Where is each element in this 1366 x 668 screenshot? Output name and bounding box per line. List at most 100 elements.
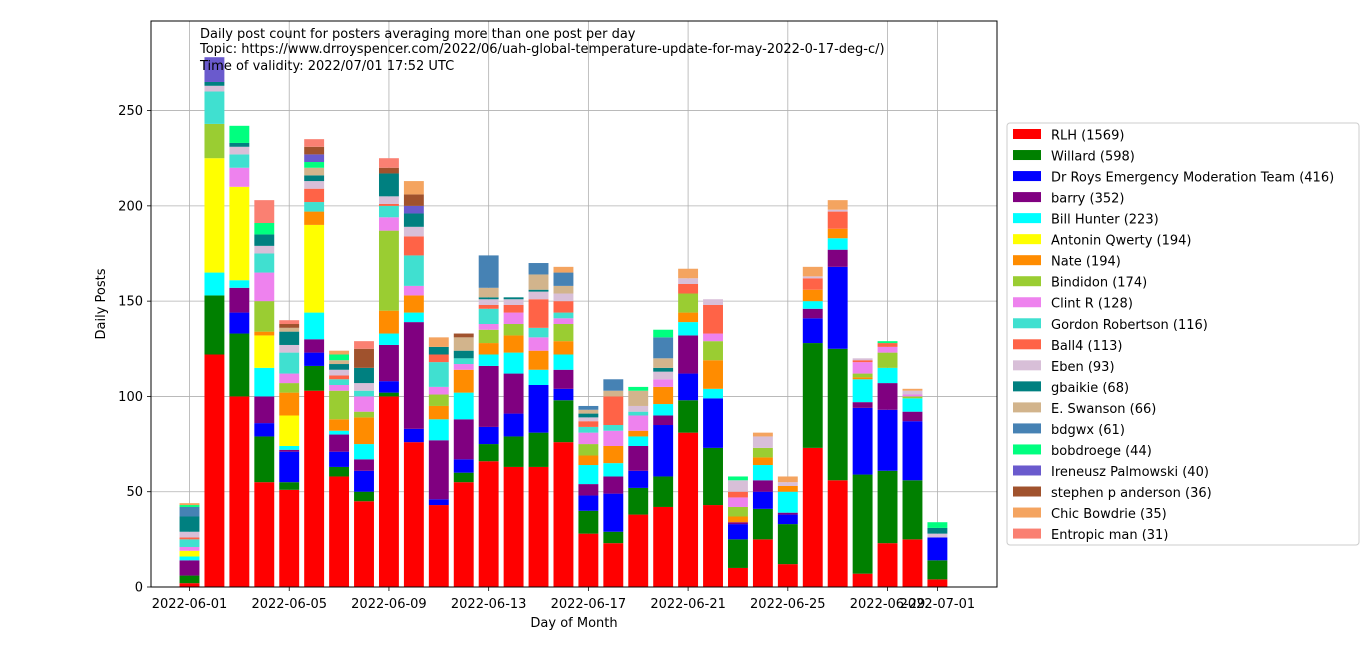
bar-segment: [229, 142, 250, 147]
bar-segment: [378, 333, 399, 345]
bar-segment: [204, 354, 225, 587]
bar-segment: [553, 324, 574, 342]
legend-swatch: [1013, 150, 1041, 161]
bar-segment: [179, 516, 200, 532]
bar-segment: [827, 249, 848, 267]
bar-segment: [179, 506, 200, 517]
legend-label: Clint R (128): [1051, 297, 1133, 312]
bar-segment: [578, 409, 599, 414]
bar-segment: [403, 285, 424, 296]
bar-segment: [403, 205, 424, 214]
bar-segment: [354, 501, 374, 587]
bar-segment: [777, 476, 798, 483]
bar-segment: [827, 238, 848, 250]
bar-segment: [279, 331, 300, 345]
bar-segment: [354, 396, 374, 412]
bar-segment: [453, 364, 474, 370]
bar-segment: [578, 495, 599, 511]
bar-segment: [378, 344, 399, 382]
x-tick-label: 2022-06-21: [650, 597, 726, 612]
legend-swatch: [1013, 213, 1041, 224]
bar-segment: [553, 341, 574, 355]
bar-segment: [254, 396, 275, 424]
bar-segment: [578, 510, 599, 534]
bar-segment: [728, 506, 748, 517]
bar-segment: [204, 295, 225, 355]
bar-segment: [329, 350, 350, 355]
bar-segment: [653, 367, 674, 372]
bar-segment: [553, 388, 574, 401]
bar-segment: [553, 354, 574, 370]
bar-segment: [428, 354, 449, 363]
bar-segment: [827, 211, 848, 229]
bar-segment: [578, 455, 599, 466]
bar-segment: [428, 346, 449, 355]
bar-segment: [703, 505, 723, 587]
bar-segment: [503, 352, 524, 374]
bar-segment: [329, 419, 350, 431]
bar-segment: [204, 57, 225, 82]
bar-segment: [478, 461, 499, 587]
bar-segment: [528, 263, 549, 275]
bar-segment: [403, 213, 424, 227]
bar-segment: [902, 388, 923, 391]
bar-segment: [752, 457, 773, 466]
chart-title-line-3: Time of validity: 2022/07/01 17:52 UTC: [199, 59, 454, 74]
bar-segment: [653, 476, 674, 507]
legend-label: gbaikie (68): [1051, 381, 1129, 396]
legend-label: barry (352): [1051, 192, 1124, 207]
bar-segment: [478, 354, 499, 366]
chart-title-line-1: Daily post count for posters averaging m…: [200, 27, 636, 42]
bar-segment: [254, 234, 275, 246]
bar-segment: [802, 343, 823, 448]
bar-segment: [728, 480, 748, 492]
bar-segment: [578, 405, 599, 410]
legend-label: Eben (93): [1051, 360, 1115, 375]
bar-segment: [453, 472, 474, 483]
bar-segment: [877, 346, 898, 353]
legend-label: RLH (1569): [1051, 129, 1124, 144]
y-tick-label: 100: [118, 390, 143, 405]
bar-segment: [179, 531, 200, 538]
bar-segment: [827, 348, 848, 481]
legend-label: stephen p anderson (36): [1051, 486, 1212, 501]
legend-swatch: [1013, 381, 1041, 392]
legend-label: Bill Hunter (223): [1051, 213, 1159, 228]
bar-segment: [902, 396, 923, 399]
bar-segment: [329, 451, 350, 467]
x-tick-label: 2022-07-01: [900, 597, 976, 612]
bar-segment: [528, 299, 549, 328]
bar-segment: [852, 377, 873, 380]
bar-segment: [254, 245, 275, 254]
bar-segment: [852, 474, 873, 574]
bar-segment: [603, 390, 624, 397]
bar-segment: [453, 482, 474, 587]
bar-segment: [179, 537, 200, 540]
plot-frame: [150, 20, 998, 588]
bar-segment: [777, 491, 798, 513]
y-tick-label: 250: [118, 104, 143, 119]
bar-segment: [304, 352, 325, 366]
bar-segment: [877, 343, 898, 347]
bar-segment: [553, 301, 574, 313]
bar-segment: [678, 312, 699, 323]
legend-swatch: [1013, 465, 1041, 476]
bar-segment: [329, 476, 350, 587]
bar-segment: [378, 392, 399, 397]
bar-segment: [453, 333, 474, 338]
bar-segment: [603, 379, 624, 391]
bar-segment: [827, 228, 848, 239]
bar-segment: [802, 278, 823, 290]
bar-segment: [752, 491, 773, 509]
bar-segment: [703, 304, 723, 334]
bar-segment: [354, 390, 374, 397]
bar-segment: [678, 432, 699, 587]
bar-segment: [354, 367, 374, 384]
bar-segment: [578, 426, 599, 433]
bar-segment: [503, 297, 524, 300]
bar-segment: [304, 188, 325, 203]
bar-segment: [503, 373, 524, 414]
bar-segment: [329, 434, 350, 452]
bar-segment: [428, 499, 449, 506]
bar-segment: [628, 430, 649, 437]
